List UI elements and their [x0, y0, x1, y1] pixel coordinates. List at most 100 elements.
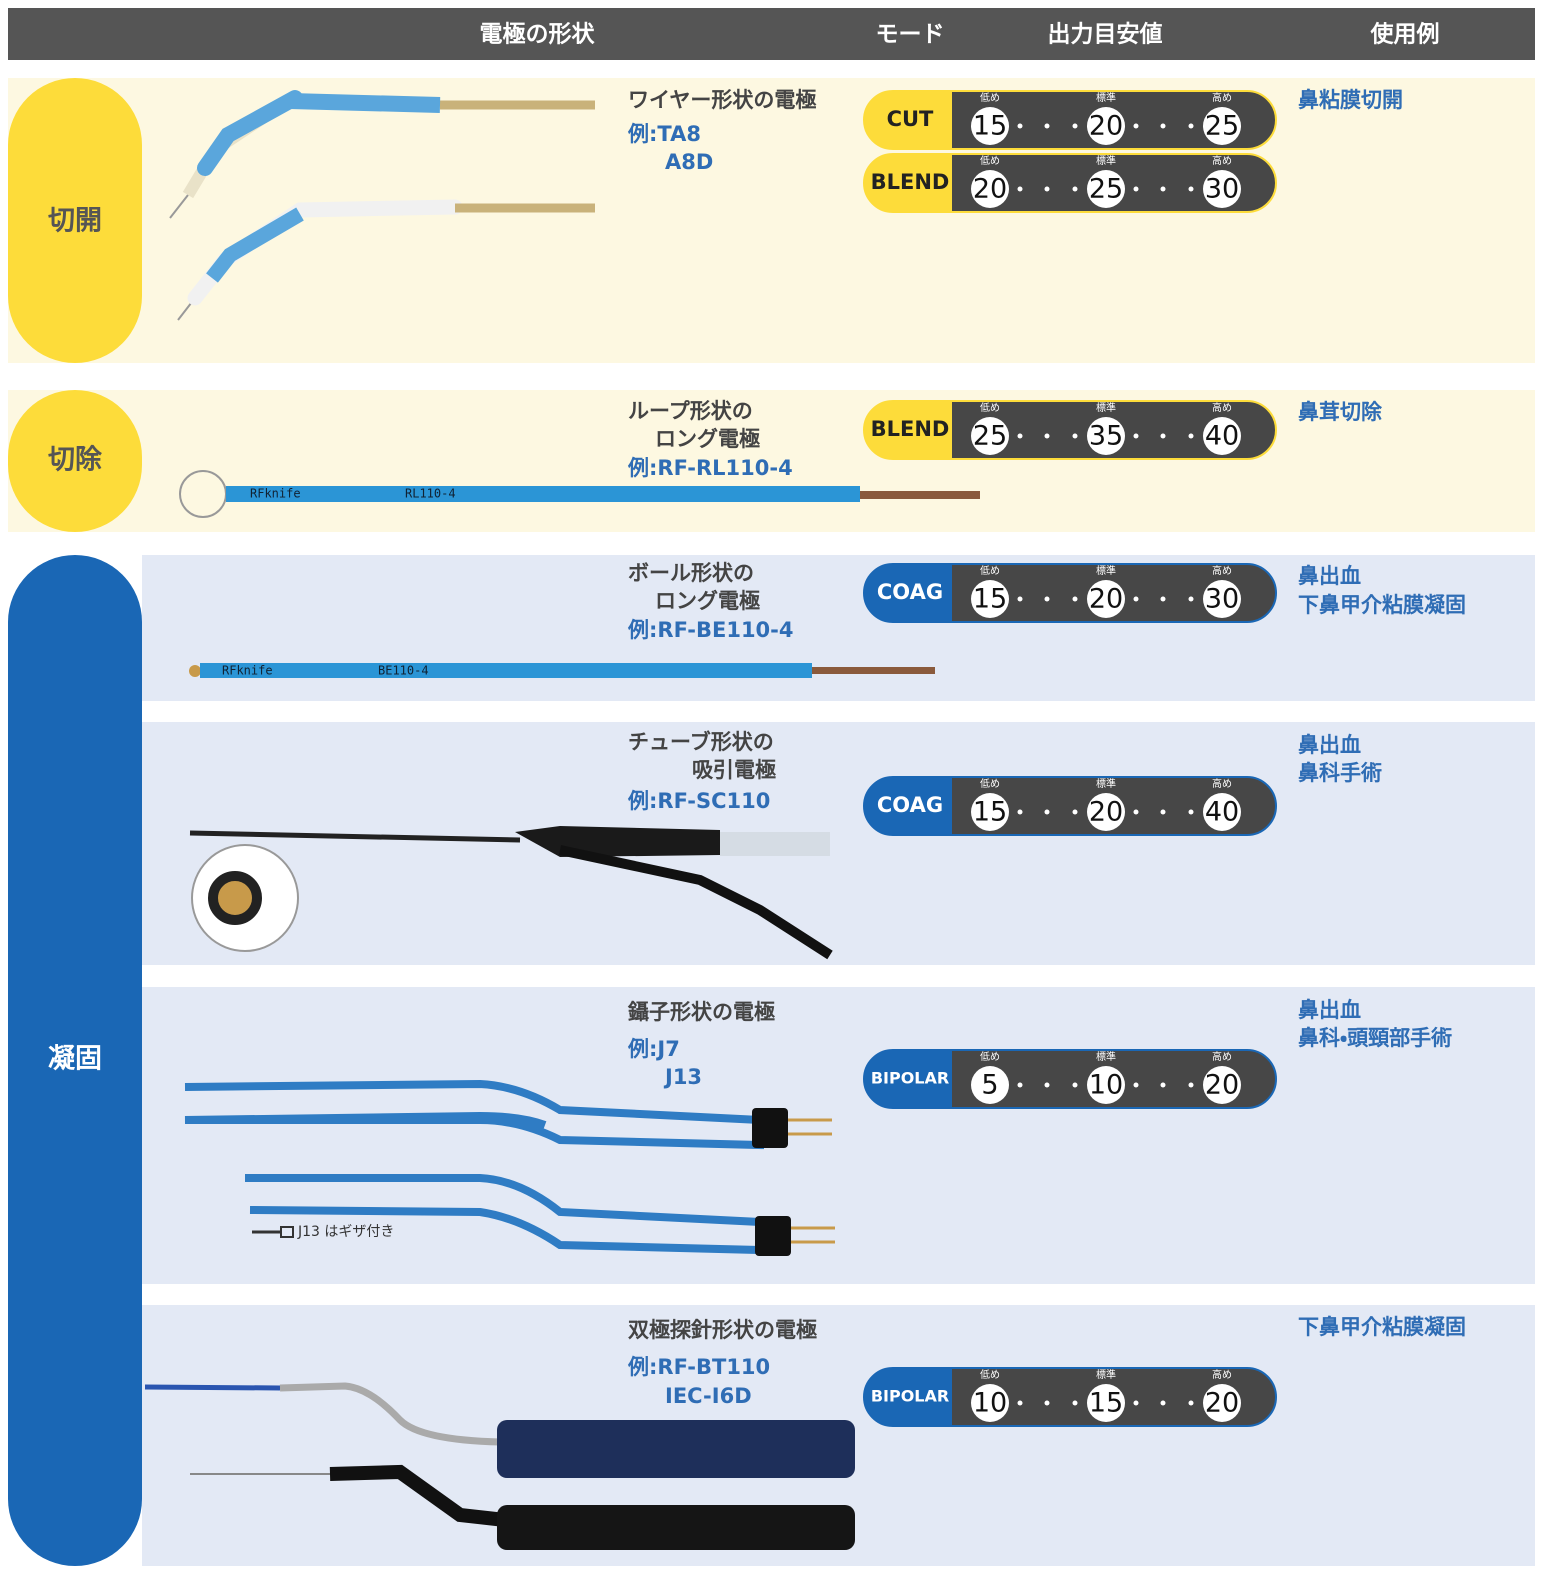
level-value: 35: [1089, 421, 1123, 452]
mode-label-bg: [864, 564, 952, 622]
dot: [1072, 186, 1078, 192]
level-circle: [971, 580, 1009, 618]
shape-name: チューブ形状の: [628, 730, 774, 754]
dot: [1072, 596, 1078, 602]
level-circle: [1087, 793, 1125, 831]
header-cell: 使用例: [1370, 21, 1440, 48]
example-model: IEC-I6D: [665, 1384, 752, 1408]
level-value: 20: [1089, 797, 1123, 828]
dot: [1044, 809, 1050, 815]
level-value: 25: [1205, 111, 1239, 142]
dot: [1188, 596, 1194, 602]
example-model: 例:J7: [627, 1037, 680, 1061]
category-pill: [8, 390, 142, 532]
level-label: 高め: [1212, 1368, 1232, 1381]
electrode-images: J13 はギザ付き RFknife RL110-4 RFknife BE110-4: [144, 90, 980, 1550]
use-case: 鼻科・頭頸部手術: [1298, 1026, 1452, 1050]
mode-label: BLEND: [871, 170, 950, 194]
row-background: [142, 722, 1535, 965]
level-label: 高め: [1212, 777, 1232, 790]
level-circle: [971, 1384, 1009, 1422]
mode-label: BIPOLAR: [871, 1387, 949, 1406]
level-value: 30: [1205, 174, 1239, 205]
mode-label-bg: [864, 401, 952, 459]
example-model: 例:RF-BE110-4: [627, 618, 794, 642]
dot: [1017, 123, 1023, 129]
header-cell: モード: [876, 22, 945, 48]
mode-label: BLEND: [871, 417, 950, 441]
example-model: A8D: [665, 150, 713, 174]
dot: [1072, 1082, 1078, 1088]
dot: [1188, 809, 1194, 815]
level-circle: [971, 170, 1009, 208]
dot: [1188, 186, 1194, 192]
level-label: 高め: [1212, 1050, 1232, 1063]
level-value: 20: [973, 174, 1007, 205]
dot: [1133, 433, 1139, 439]
dot: [1017, 1400, 1023, 1406]
use-case: 鼻出血: [1298, 564, 1361, 588]
row-background: [8, 78, 1535, 363]
mode-label: CUT: [887, 107, 934, 131]
shape-name: ロング電極: [655, 427, 761, 451]
dot: [1072, 1400, 1078, 1406]
backgrounds: [8, 8, 1535, 1566]
use-case: 下鼻甲介粘膜凝固: [1298, 593, 1466, 617]
electrode-label: RFknife: [250, 487, 301, 501]
mode-label: BIPOLAR: [871, 1069, 949, 1088]
level-label: 高め: [1212, 401, 1232, 414]
level-label: 低め: [980, 155, 1000, 167]
dot: [1160, 809, 1166, 815]
level-label: 高め: [1212, 91, 1232, 104]
electrode-label: BE110-4: [378, 664, 429, 678]
level-circle: [1203, 170, 1241, 208]
level-circle: [1203, 1066, 1241, 1104]
shape-name: ロング電極: [655, 589, 761, 613]
level-value: 40: [1205, 421, 1239, 452]
level-label: 標準: [1096, 777, 1116, 790]
level-value: 20: [1089, 584, 1123, 615]
row-background: [8, 390, 1535, 532]
level-circle: [1087, 1384, 1125, 1422]
level-circle: [1203, 793, 1241, 831]
shape-name: ボール形状の: [628, 561, 754, 585]
mode-label-bg: [864, 777, 952, 835]
example-model: 例:RF-BT110: [627, 1355, 770, 1379]
mode-label-bg: [864, 1050, 952, 1108]
use-case: 鼻出血: [1298, 733, 1361, 757]
level-label: 標準: [1096, 564, 1116, 577]
level-circle: [1087, 170, 1125, 208]
electrode-label: RFknife: [222, 664, 273, 678]
level-value: 10: [1089, 1070, 1123, 1101]
row-background: [142, 987, 1535, 1284]
level-label: 標準: [1096, 1368, 1116, 1381]
category-pill: [8, 555, 142, 1566]
dot: [1188, 1082, 1194, 1088]
shape-name: 吸引電極: [692, 758, 777, 782]
dot: [1044, 433, 1050, 439]
level-value: 15: [973, 797, 1007, 828]
dot: [1188, 1400, 1194, 1406]
level-value: 25: [973, 421, 1007, 452]
use-case: 鼻粘膜切開: [1298, 88, 1403, 112]
level-value: 20: [1205, 1388, 1239, 1419]
dot: [1133, 596, 1139, 602]
dot: [1188, 433, 1194, 439]
dot: [1044, 1400, 1050, 1406]
mode-label: COAG: [877, 793, 943, 817]
header-cell: 出力目安値: [1048, 22, 1163, 48]
example-model: 例:RF-SC110: [627, 789, 770, 813]
level-label: 標準: [1096, 1050, 1116, 1063]
dot: [1160, 123, 1166, 129]
electrode-label: RL110-4: [405, 487, 456, 501]
dot: [1044, 186, 1050, 192]
use-case: 鼻科手術: [1298, 761, 1382, 785]
dot: [1133, 123, 1139, 129]
use-case: 鼻茸切除: [1298, 400, 1383, 424]
level-value: 20: [1089, 111, 1123, 142]
dot: [1044, 596, 1050, 602]
level-label: 低め: [980, 1369, 1000, 1381]
level-label: 標準: [1096, 401, 1116, 414]
